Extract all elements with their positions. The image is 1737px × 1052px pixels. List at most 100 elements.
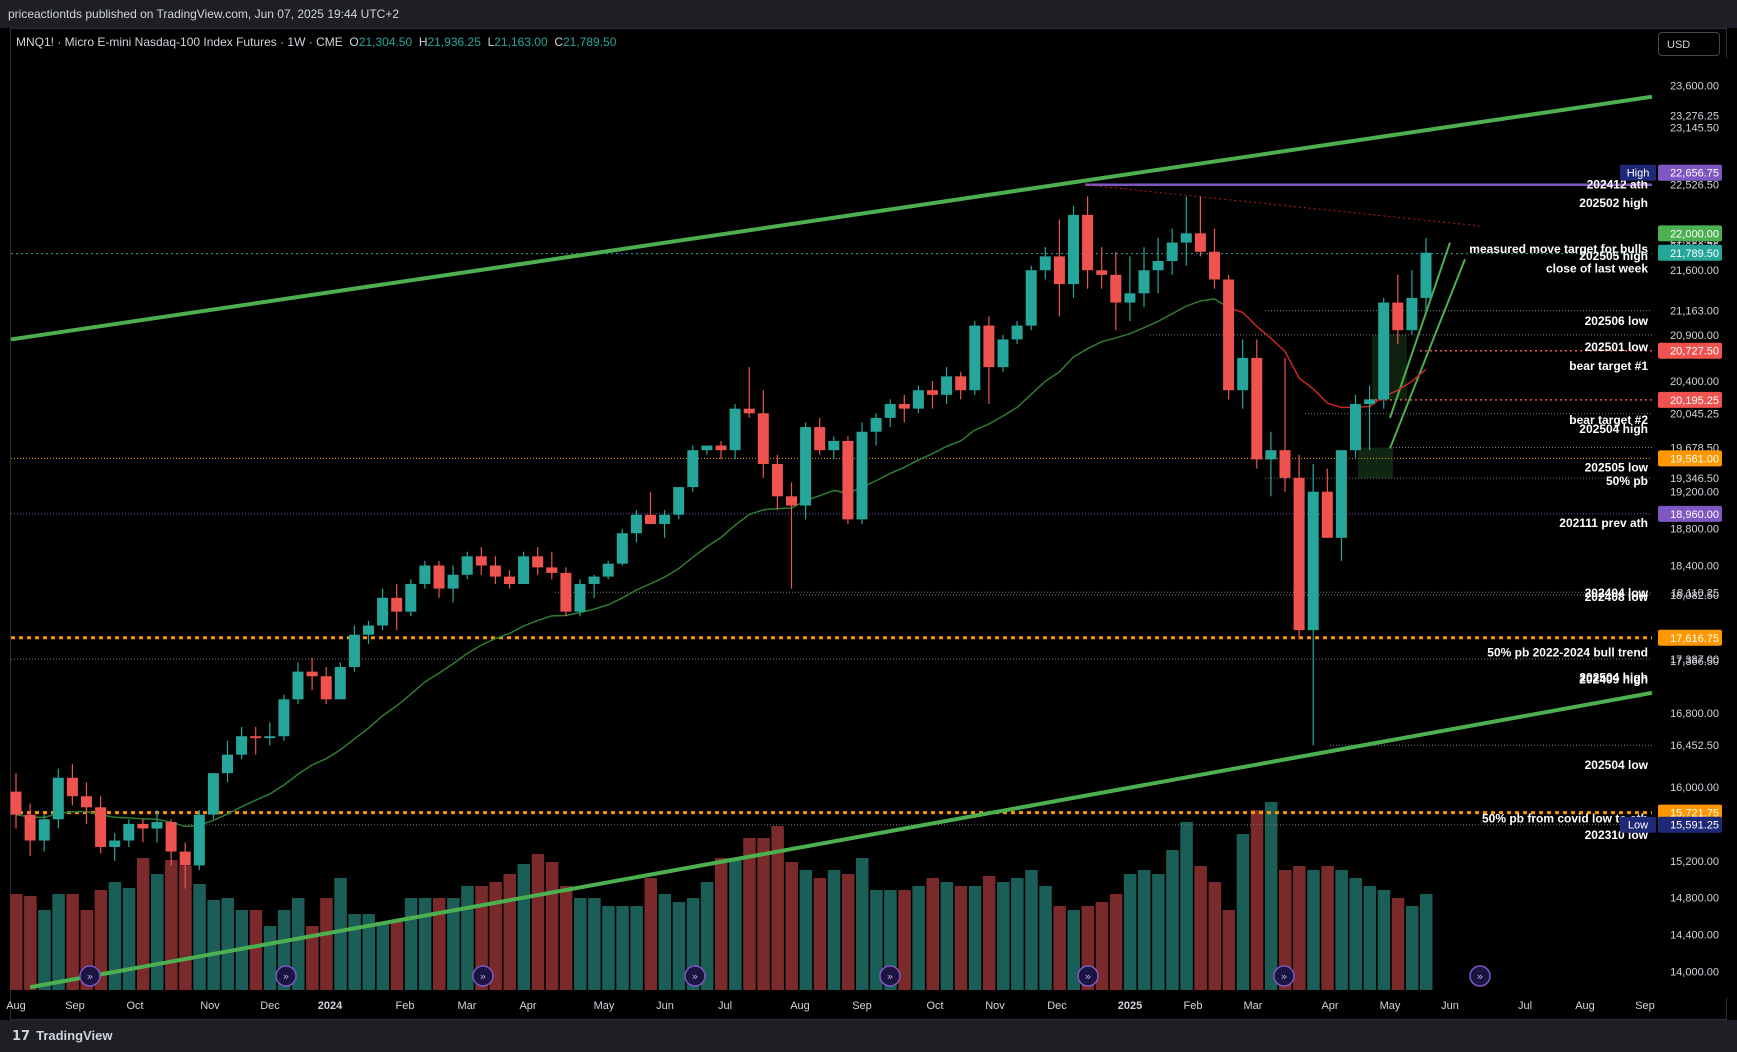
time-tick-label: May	[594, 1000, 615, 1012]
annotation-label: 50% pb from covid low to ath	[1482, 811, 1648, 825]
event-marker-icon[interactable]	[275, 965, 297, 987]
volume-bar	[306, 926, 319, 990]
annotation-label: 50% pb 2022-2024 bull trend	[1487, 645, 1648, 659]
tradingview-logo[interactable]: 𝟭𝟳 TradingView	[12, 1028, 112, 1044]
annotation-label: 202506 low	[1585, 314, 1649, 328]
annotation-label: 202412 ath	[1587, 178, 1648, 192]
event-marker-icon[interactable]	[1469, 965, 1491, 987]
time-tick-label: Jul	[1518, 1000, 1532, 1012]
event-marker-glyph: »	[283, 970, 290, 983]
price-tag-label: 22,000.00	[1670, 228, 1719, 240]
candle-body	[123, 823, 135, 841]
volume-bar	[870, 890, 883, 990]
candle-body	[518, 556, 530, 584]
price-tag-label: 15,591.25	[1670, 820, 1719, 832]
candle-body	[1068, 214, 1079, 285]
volume-bar	[221, 898, 234, 990]
volume-bar	[658, 894, 672, 990]
candle-body	[673, 487, 685, 515]
annotation-label: 202505 low	[1585, 461, 1649, 475]
price-tick-label: 19,346.50	[1670, 473, 1719, 485]
price-axis	[1656, 58, 1727, 998]
volume-bar	[1349, 878, 1362, 990]
time-tick-label: Mar	[1244, 1000, 1263, 1012]
candle-body	[1223, 279, 1235, 391]
volume-bar	[475, 886, 488, 990]
candle-body	[320, 676, 332, 700]
price-chart[interactable]: 202412 ath 202502 high measured move targe…	[0, 0, 1737, 1020]
lower-channel-line	[29, 690, 1653, 990]
volume-bar	[108, 882, 122, 990]
time-tick-label: Sep	[65, 1000, 85, 1012]
volume-bar	[52, 894, 65, 990]
candle-body	[1293, 477, 1305, 631]
symbol-legend: MNQ1! · Micro E-mini Nasdaq-100 Index Fu…	[16, 35, 616, 49]
candle-body	[687, 450, 699, 488]
volume-bar	[66, 894, 79, 990]
volume-bar	[644, 878, 657, 990]
candle-body	[95, 807, 107, 847]
price-tag-label: 19,561.00	[1670, 453, 1719, 465]
volume-bar	[827, 870, 841, 990]
price-tick-label: 23,600.00	[1670, 81, 1719, 93]
candle-body	[532, 556, 544, 568]
volume-bar	[348, 914, 361, 990]
price-tag-name-box	[1620, 164, 1656, 181]
volume-bar	[715, 858, 728, 990]
candle-body	[109, 840, 121, 847]
volume-bar	[531, 854, 545, 990]
price-tick-label: 14,400.00	[1670, 930, 1719, 942]
event-marker-icon[interactable]	[1077, 965, 1099, 987]
volume-bar	[856, 858, 869, 990]
close-value: 21,789.50	[562, 35, 617, 49]
candle-body	[560, 572, 572, 612]
event-marker-icon[interactable]	[879, 965, 901, 987]
price-tick-label: 15,200.00	[1670, 856, 1719, 868]
volume-bar	[418, 898, 432, 990]
volume-bar	[743, 838, 756, 990]
time-tick-label: Aug	[6, 1000, 26, 1012]
volume-bar	[940, 882, 954, 990]
volume-bar	[1335, 870, 1348, 990]
event-marker-icon[interactable]	[684, 965, 706, 987]
candle-body	[292, 671, 304, 700]
candle-body	[729, 408, 741, 451]
volume-bar	[136, 858, 150, 990]
candle-body	[715, 445, 727, 451]
publish-line: priceactiontds published on TradingView.…	[8, 7, 400, 21]
moving-average-line-red	[1228, 306, 1427, 409]
event-marker-icon[interactable]	[79, 965, 101, 987]
annotation-label: 202404 low	[1585, 586, 1649, 600]
volume-bar	[151, 874, 164, 990]
price-tick-label: 21,163.00	[1670, 306, 1719, 318]
volume-bar	[249, 910, 263, 990]
price-tick-label: 14,800.00	[1670, 893, 1719, 905]
event-marker-icon[interactable]	[1273, 965, 1295, 987]
volume-bar	[1053, 906, 1066, 990]
volume-bar	[503, 874, 516, 990]
volume-bar	[997, 882, 1010, 990]
event-marker-icon[interactable]	[472, 965, 494, 987]
price-tag	[1658, 804, 1722, 821]
volume-bar	[193, 884, 206, 990]
event-marker-glyph: »	[480, 970, 487, 983]
volume-bar	[94, 890, 108, 990]
annotation-label: 202504 high	[1579, 671, 1648, 685]
price-tick-label: 23,145.50	[1670, 123, 1719, 135]
candle-body	[701, 445, 713, 451]
candle-body	[207, 773, 219, 815]
time-tick-label: 2025	[1118, 1000, 1142, 1012]
price-tick-label: 23,276.25	[1670, 111, 1719, 123]
price-tag-label: 20,195.25	[1670, 395, 1719, 407]
volume-bar	[320, 898, 333, 990]
volume-bar	[884, 890, 897, 990]
candle-body	[616, 533, 628, 564]
time-tick-label: Dec	[1047, 1000, 1067, 1012]
volume-bar	[1377, 890, 1391, 990]
time-tick-label: Feb	[396, 1000, 415, 1012]
currency-button[interactable]: USD	[1658, 32, 1720, 56]
candle-body	[912, 390, 924, 409]
high-value: 21,936.25	[427, 35, 481, 49]
candle-body	[433, 565, 445, 589]
event-marker-glyph: »	[887, 970, 894, 983]
